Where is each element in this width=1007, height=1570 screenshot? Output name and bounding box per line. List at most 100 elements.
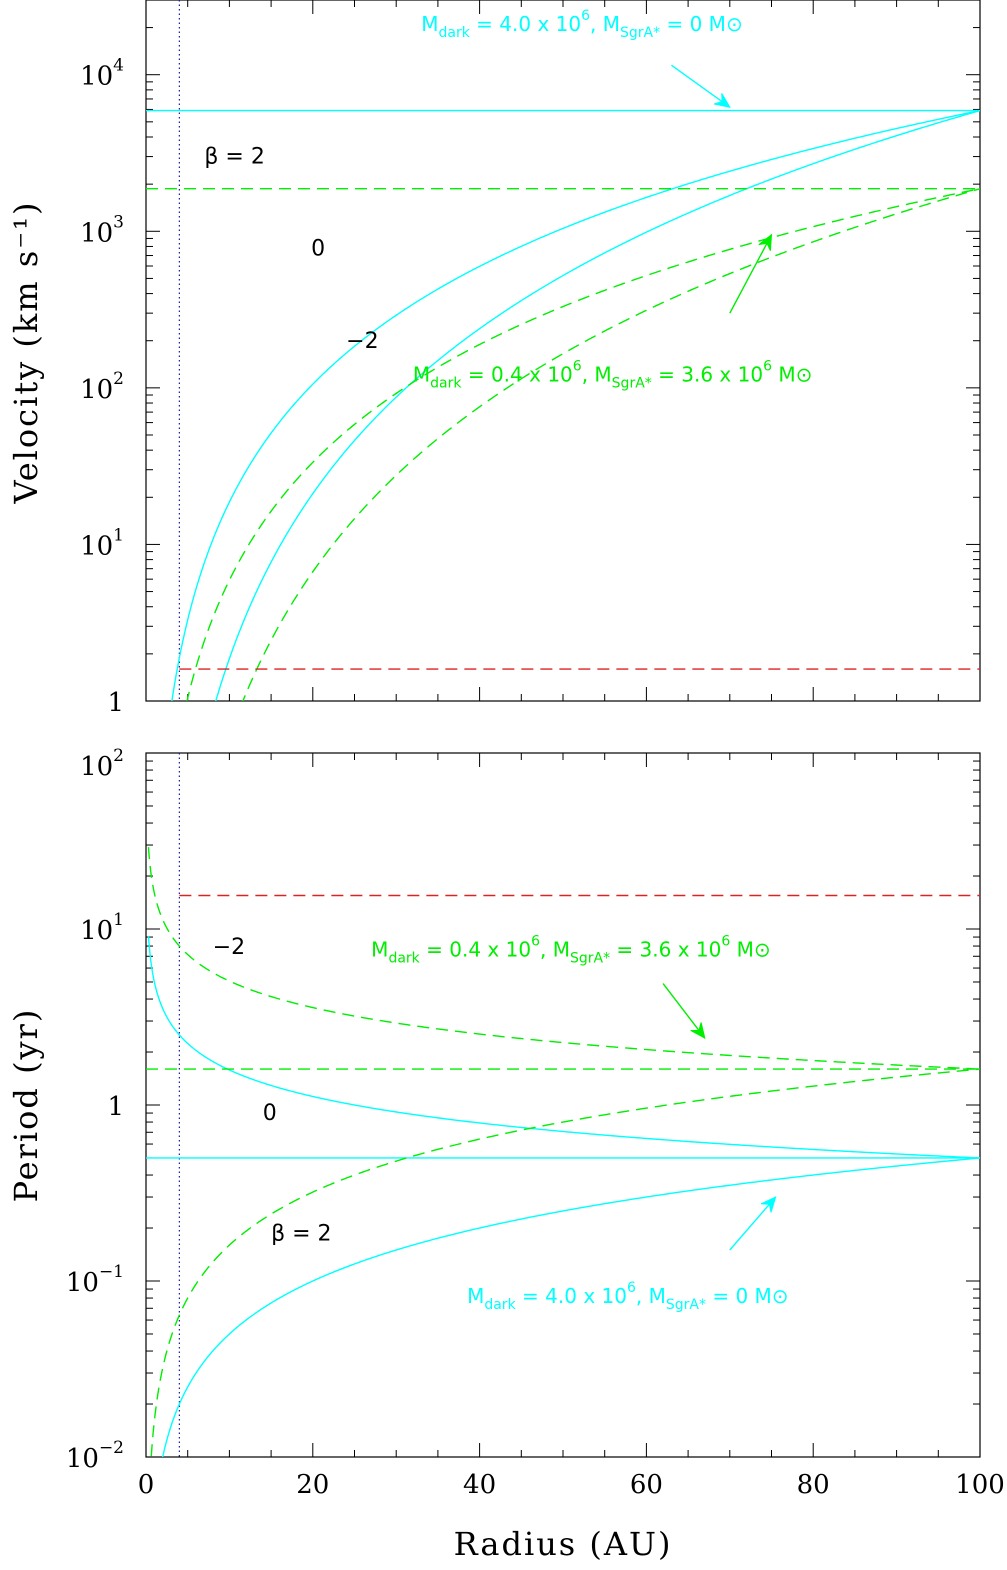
beta-label: 0 [263, 1101, 277, 1126]
x-tick-label: 100 [955, 1470, 1005, 1500]
mass-text: M [421, 12, 438, 36]
mass-text: = 0.4 x 10 [461, 362, 572, 386]
annotation-arrow-head [758, 233, 773, 251]
cyan-solid-series-line [215, 109, 980, 701]
green-dashed-series-line [147, 846, 980, 1070]
x-tick-label: 20 [296, 1470, 329, 1500]
mass-text: M [467, 1284, 484, 1308]
x-tick-label: 80 [797, 1470, 830, 1500]
y-tick-label: 10−1 [66, 1262, 124, 1298]
mass-superscript: 6 [531, 933, 540, 949]
velocity-y-axis-label: Velocity (km s⁻¹) [7, 201, 45, 505]
mass-text: = 3.6 x 10 [652, 362, 763, 386]
y-tick-exponent: 2 [113, 746, 124, 766]
y-tick-base: 10 [80, 375, 113, 405]
mass-text: ⊙ [754, 937, 771, 961]
y-tick-exponent: 1 [113, 910, 124, 930]
y-tick-label: 102 [80, 369, 124, 405]
annotation-arrow-shaft [662, 983, 706, 1039]
y-tick-label: 101 [80, 525, 124, 561]
mass-text: , M [582, 362, 612, 386]
y-tick-base: 10 [80, 531, 113, 561]
mass-superscript: 6 [627, 1280, 636, 1296]
y-tick-label: 104 [80, 56, 124, 92]
annotation-arrow-head [760, 1196, 777, 1213]
mass-text: M [772, 362, 796, 386]
y-tick-exponent: 3 [113, 212, 124, 232]
mass-text: , M [636, 1284, 666, 1308]
annotation-arrow-shaft [671, 64, 731, 108]
mass-subscript: dark [430, 375, 462, 391]
y-tick-exponent: 1 [113, 525, 124, 545]
x-tick-label: 40 [463, 1470, 496, 1500]
mass-text: , M [540, 937, 570, 961]
mass-text: = 4.0 x 10 [516, 1284, 627, 1308]
mass-subscript: dark [438, 25, 470, 41]
mass-superscript: 6 [763, 358, 772, 374]
mass-text: , M [590, 12, 620, 36]
mass-text: M [730, 937, 754, 961]
mass-subscript: SgrA* [570, 950, 610, 966]
beta-label: −2 [213, 935, 245, 960]
mass-text: = 0 M [660, 12, 726, 36]
y-tick-label: 10−2 [66, 1438, 124, 1474]
y-tick-label: 101 [80, 910, 124, 946]
mass-annotation: Mdark = 4.0 x 106, MSgrA* = 0 M⊙ [467, 1280, 788, 1313]
annotation-arrow-shaft [729, 1196, 777, 1251]
y-tick-base: 10 [66, 1268, 99, 1298]
mass-text: = 4.0 x 10 [470, 12, 581, 36]
mass-superscript: 6 [721, 933, 730, 949]
mass-subscript: SgrA* [666, 1297, 706, 1313]
panel-frame [145, 0, 981, 702]
y-tick-exponent: 4 [113, 56, 124, 76]
curve-group [146, 846, 980, 1457]
y-tick-label: 102 [80, 746, 124, 782]
mass-text: M [371, 937, 388, 961]
period-y-axis-label: Period (yr) [7, 1008, 45, 1203]
mass-subscript: dark [484, 1297, 516, 1313]
beta-label: β = 2 [271, 1221, 331, 1246]
green-dashed-series-line [186, 188, 980, 701]
y-tick-exponent: −2 [99, 1438, 124, 1458]
mass-annotation: Mdark = 0.4 x 106, MSgrA* = 3.6 x 106 M⊙ [371, 933, 771, 966]
cyan-solid-series-line [147, 935, 980, 1159]
mass-subscript: dark [388, 950, 420, 966]
green-dashed-series-line [150, 1068, 980, 1457]
curve-group [146, 109, 980, 701]
beta-label: −2 [346, 329, 378, 354]
mass-subscript: SgrA* [620, 25, 660, 41]
y-tick-base: 10 [80, 218, 113, 248]
annotation-arrow-shaft [729, 234, 773, 314]
y-tick-base: 1 [107, 688, 124, 718]
y-tick-base: 10 [66, 1444, 99, 1474]
y-tick-label: 1 [107, 688, 124, 718]
mass-text: ⊙ [772, 1284, 789, 1308]
y-tick-base: 10 [80, 916, 113, 946]
mass-annotation: Mdark = 4.0 x 106, MSgrA* = 0 M⊙ [421, 8, 742, 41]
cyan-solid-series-line [161, 1157, 980, 1457]
green-dashed-series-line [242, 188, 980, 701]
mass-superscript: 6 [573, 358, 582, 374]
mass-subscript: SgrA* [612, 375, 652, 391]
cyan-solid-series-line [171, 109, 980, 701]
y-tick-base: 10 [80, 752, 113, 782]
mass-text: ⊙ [726, 12, 743, 36]
mass-superscript: 6 [581, 8, 590, 24]
y-tick-label: 1 [107, 1092, 124, 1122]
y-tick-base: 1 [107, 1092, 124, 1122]
beta-label: β = 2 [204, 145, 264, 170]
annotation-arrow-head [713, 93, 731, 108]
y-tick-label: 103 [80, 212, 124, 248]
beta-label: 0 [311, 237, 325, 262]
y-tick-exponent: 2 [113, 369, 124, 389]
mass-text: = 0 M [706, 1284, 772, 1308]
x-tick-label: 60 [630, 1470, 663, 1500]
annotation-arrow-head [690, 1022, 706, 1040]
x-axis-label: Radius (AU) [454, 1525, 673, 1563]
mass-text: = 0.4 x 10 [420, 937, 531, 961]
y-tick-base: 10 [80, 62, 113, 92]
